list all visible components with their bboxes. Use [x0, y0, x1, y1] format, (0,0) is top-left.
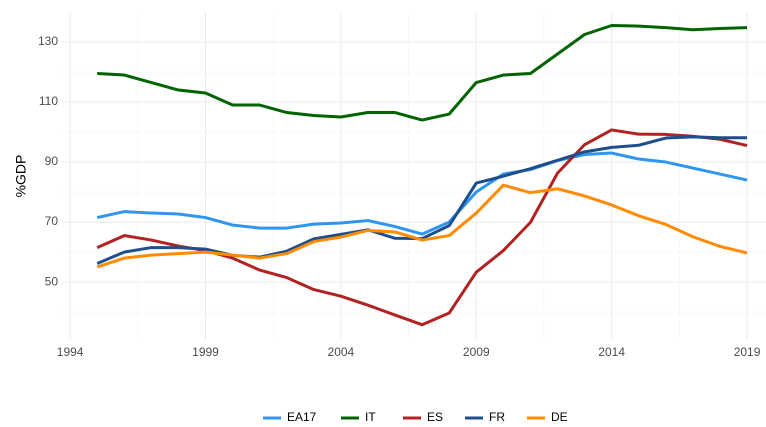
- x-tick-label: 1999: [192, 345, 219, 359]
- y-tick-label: 130: [38, 34, 58, 48]
- y-axis-label: %GDP: [13, 155, 29, 198]
- y-tick-label: 70: [45, 214, 59, 228]
- x-tick-label: 2004: [328, 345, 355, 359]
- line: [96, 151, 748, 236]
- legend-label: IT: [365, 410, 376, 424]
- x-tick-label: 1994: [57, 345, 84, 359]
- line: [97, 24, 748, 122]
- y-tick-label: 50: [45, 274, 59, 288]
- legend-label: DE: [551, 410, 568, 424]
- legend-label: ES: [427, 410, 443, 424]
- x-tick-label: 2019: [734, 345, 761, 359]
- y-tick-label: 90: [45, 154, 59, 168]
- line: [96, 183, 748, 269]
- legend-label: FR: [489, 410, 505, 424]
- legend-label: EA17: [287, 410, 317, 424]
- y-tick-label: 110: [39, 94, 58, 108]
- x-tick-label: 2014: [598, 345, 625, 359]
- line: [96, 135, 748, 265]
- x-tick-label: 2009: [463, 345, 490, 359]
